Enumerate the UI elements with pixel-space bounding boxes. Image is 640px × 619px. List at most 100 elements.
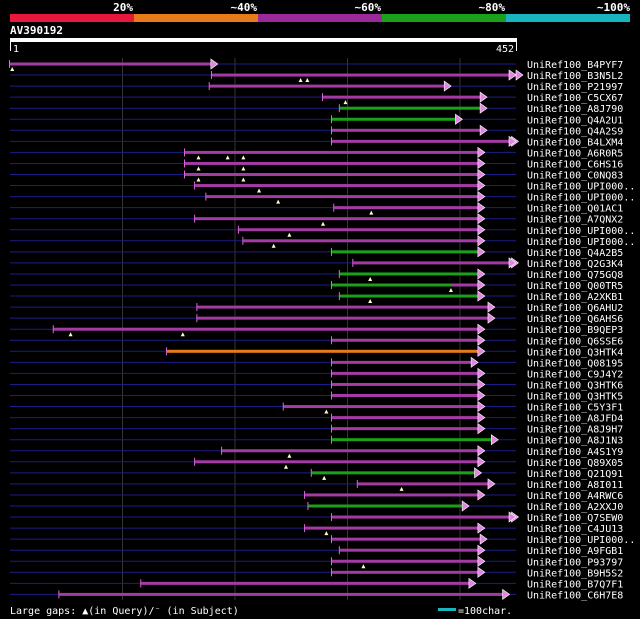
hit-name[interactable]: UniRef100_A8JFD4 bbox=[527, 414, 623, 425]
hit-name[interactable]: UniRef100_Q75GQ8 bbox=[527, 270, 623, 281]
hit-row[interactable]: UniRef100_Q75GQ8 bbox=[10, 268, 623, 281]
hit-name[interactable]: UniRef100_C0NQ83 bbox=[527, 171, 623, 182]
hit-row[interactable]: UniRef100_C4JU13 bbox=[10, 522, 623, 536]
hit-row[interactable]: UniRef100_B3N5L2 bbox=[10, 69, 623, 83]
hit-name[interactable]: UniRef100_A2XXJ0 bbox=[527, 502, 623, 513]
hit-row[interactable]: UniRef100_UPI000.. bbox=[10, 533, 635, 546]
hit-name[interactable]: UniRef100_UPI000.. bbox=[527, 226, 635, 237]
hit-name[interactable]: UniRef100_A2XKB1 bbox=[527, 292, 623, 303]
hit-row[interactable]: UniRef100_Q00TR5 bbox=[10, 279, 623, 292]
hit-row[interactable]: UniRef100_Q3HTK5 bbox=[10, 389, 623, 403]
hit-name[interactable]: UniRef100_UPI000.. bbox=[527, 182, 635, 193]
hit-name[interactable]: UniRef100_A9FGB1 bbox=[527, 546, 623, 557]
hit-name[interactable]: UniRef100_A6R0R5 bbox=[527, 148, 623, 159]
hit-row[interactable]: UniRef100_UPI000.. bbox=[10, 191, 635, 204]
hit-name[interactable]: UniRef100_Q89X05 bbox=[527, 458, 623, 469]
hit-name[interactable]: UniRef100_B3N5L2 bbox=[527, 71, 623, 82]
hit-row[interactable]: UniRef100_Q4A2U1 bbox=[10, 113, 623, 126]
hit-row[interactable]: UniRef100_B4LXM4 bbox=[10, 135, 623, 148]
hit-row[interactable]: UniRef100_C5Y3F1 bbox=[10, 400, 623, 414]
hit-name[interactable]: UniRef100_Q6SSE6 bbox=[527, 336, 623, 347]
hit-row[interactable]: UniRef100_C6H7E8 bbox=[10, 588, 623, 601]
hit-name[interactable]: UniRef100_B4PYF7 bbox=[527, 60, 623, 71]
hit-name[interactable]: UniRef100_Q01AC1 bbox=[527, 204, 623, 215]
hit-name[interactable]: UniRef100_Q7SEW0 bbox=[527, 513, 623, 524]
hit-name[interactable]: UniRef100_C5Y3F1 bbox=[527, 403, 623, 414]
hit-row[interactable]: UniRef100_Q21Q91 bbox=[10, 467, 623, 480]
hit-row[interactable]: UniRef100_B9QEP3 bbox=[10, 323, 623, 337]
hit-row[interactable]: UniRef100_C9J4Y2 bbox=[10, 367, 623, 380]
hit-name[interactable]: UniRef100_Q6AHS6 bbox=[527, 314, 623, 325]
hit-row[interactable]: UniRef100_A7QNX2 bbox=[10, 213, 623, 226]
hit-name[interactable]: UniRef100_P21997 bbox=[527, 82, 623, 93]
hit-row[interactable]: UniRef100_UPI000.. bbox=[10, 235, 635, 248]
hit-name[interactable]: UniRef100_Q4A2B5 bbox=[527, 248, 623, 259]
hit-name[interactable]: UniRef100_B7Q7F1 bbox=[527, 579, 623, 590]
hit-row[interactable]: UniRef100_A9FGB1 bbox=[10, 544, 623, 557]
hit-row[interactable]: UniRef100_Q6AHS6 bbox=[10, 312, 623, 325]
hit-name[interactable]: UniRef100_C6HS16 bbox=[527, 159, 623, 170]
hit-name[interactable]: UniRef100_A7QNX2 bbox=[527, 215, 623, 226]
hit-row[interactable]: UniRef100_A8J790 bbox=[10, 102, 623, 115]
hit-name[interactable]: UniRef100_C4JU13 bbox=[527, 524, 623, 535]
hit-name[interactable]: UniRef100_B4LXM4 bbox=[527, 137, 623, 148]
hit-row[interactable]: UniRef100_A8J9H7 bbox=[10, 423, 623, 436]
hit-row[interactable]: UniRef100_B4PYF7 bbox=[9, 58, 623, 71]
hit-row[interactable]: UniRef100_A4RWC6 bbox=[10, 489, 623, 502]
hit-name[interactable]: UniRef100_B9QEP3 bbox=[527, 325, 623, 336]
hit-row[interactable]: UniRef100_A4S1Y9 bbox=[10, 445, 623, 458]
hit-name[interactable]: UniRef100_UPI000.. bbox=[527, 193, 635, 204]
hit-name[interactable]: UniRef100_UPI000.. bbox=[527, 237, 635, 248]
hit-name[interactable]: UniRef100_Q21Q91 bbox=[527, 469, 623, 480]
hit-segment bbox=[452, 283, 478, 287]
hit-name[interactable]: UniRef100_Q4A2S9 bbox=[527, 126, 623, 137]
hit-row[interactable]: UniRef100_C6HS16 bbox=[10, 157, 623, 171]
hit-name[interactable]: UniRef100_Q3HTK5 bbox=[527, 392, 623, 403]
hit-name[interactable]: UniRef100_UPI000.. bbox=[527, 535, 635, 546]
hit-name[interactable]: UniRef100_Q4A2U1 bbox=[527, 115, 623, 126]
hit-row[interactable]: UniRef100_Q3HTK4 bbox=[10, 345, 623, 358]
hit-name[interactable]: UniRef100_Q3HTK4 bbox=[527, 347, 623, 358]
hit-row[interactable]: UniRef100_P93797 bbox=[10, 555, 623, 569]
hit-row[interactable]: UniRef100_B7Q7F1 bbox=[10, 577, 623, 590]
hit-row[interactable]: UniRef100_Q2G3K4 bbox=[10, 257, 623, 270]
hit-row[interactable]: UniRef100_Q01AC1 bbox=[10, 202, 623, 215]
hit-row[interactable]: UniRef100_A8J1N3 bbox=[10, 434, 623, 447]
hit-name[interactable]: UniRef100_A4RWC6 bbox=[527, 491, 623, 502]
hit-row[interactable]: UniRef100_Q4A2B5 bbox=[10, 246, 623, 259]
hit-name[interactable]: UniRef100_C6H7E8 bbox=[527, 590, 623, 601]
hit-row[interactable]: UniRef100_A2XKB1 bbox=[10, 290, 623, 304]
hit-row[interactable]: UniRef100_UPI000.. bbox=[10, 224, 635, 237]
hit-row[interactable]: UniRef100_UPI000.. bbox=[10, 179, 635, 193]
hit-name[interactable]: UniRef100_Q00TR5 bbox=[527, 281, 623, 292]
hit-name[interactable]: UniRef100_Q2G3K4 bbox=[527, 259, 623, 270]
hit-row[interactable]: UniRef100_Q3HTK6 bbox=[10, 378, 623, 391]
hit-name[interactable]: UniRef100_Q08195 bbox=[527, 358, 623, 369]
hit-row[interactable]: UniRef100_Q6AHU2 bbox=[10, 301, 623, 314]
hit-name[interactable]: UniRef100_C5CX67 bbox=[527, 93, 623, 104]
hit-row[interactable]: UniRef100_Q89X05 bbox=[10, 456, 623, 469]
hit-name[interactable]: UniRef100_C9J4Y2 bbox=[527, 369, 623, 380]
hit-row[interactable]: UniRef100_A8JFD4 bbox=[10, 412, 623, 425]
hit-name[interactable]: UniRef100_A8J1N3 bbox=[527, 436, 623, 447]
hit-row[interactable]: UniRef100_Q4A2S9 bbox=[10, 124, 623, 137]
hit-name[interactable]: UniRef100_A8J790 bbox=[527, 104, 623, 115]
hit-row[interactable]: UniRef100_A8I011 bbox=[10, 478, 623, 491]
hit-row[interactable]: UniRef100_A2XXJ0 bbox=[10, 500, 623, 513]
hit-name[interactable]: UniRef100_A4S1Y9 bbox=[527, 447, 623, 458]
hit-name[interactable]: UniRef100_B9H5S2 bbox=[527, 568, 623, 579]
hit-row[interactable]: UniRef100_P21997 bbox=[10, 80, 623, 93]
hit-row[interactable]: UniRef100_Q7SEW0 bbox=[10, 511, 623, 524]
hit-name[interactable]: UniRef100_A8I011 bbox=[527, 480, 623, 491]
hit-row[interactable]: UniRef100_B9H5S2 bbox=[10, 566, 623, 579]
hit-row[interactable]: UniRef100_A6R0R5 bbox=[10, 146, 623, 160]
hit-row[interactable]: UniRef100_Q6SSE6 bbox=[10, 334, 623, 347]
hit-name[interactable]: UniRef100_A8J9H7 bbox=[527, 425, 623, 436]
hit-name[interactable]: UniRef100_P93797 bbox=[527, 557, 623, 568]
hit-name[interactable]: UniRef100_Q6AHU2 bbox=[527, 303, 623, 314]
hit-row[interactable]: UniRef100_C0NQ83 bbox=[10, 168, 623, 182]
gap-marker-icon bbox=[68, 332, 73, 337]
hit-row[interactable]: UniRef100_C5CX67 bbox=[10, 91, 623, 105]
hit-name[interactable]: UniRef100_Q3HTK6 bbox=[527, 380, 623, 391]
hit-row[interactable]: UniRef100_Q08195 bbox=[10, 356, 623, 369]
